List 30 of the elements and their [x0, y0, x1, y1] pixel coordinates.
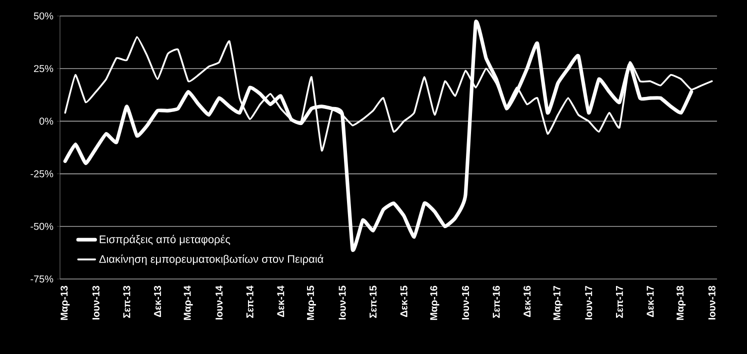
legend-label: Διακίνηση εμπορευματοκιβωτίων στον Πειραιά — [99, 254, 324, 266]
x-tick-label: Ιουν-14 — [216, 286, 223, 320]
legend-label: Εισπράξεις από μεταφορές — [100, 234, 230, 246]
x-tick-label: Δεκ-16 — [524, 286, 531, 317]
y-tick-label: 25% — [34, 65, 54, 72]
x-tick-label: Δεκ-14 — [277, 286, 284, 317]
x-tick-label: Δεκ-13 — [154, 286, 162, 317]
x-tick-label: Ιουν-16 — [462, 286, 470, 320]
x-tick-label: Σεπ-17 — [616, 286, 623, 318]
x-tick-label: Δεκ-15 — [400, 286, 408, 317]
x-tick-label: Μαρ-13 — [60, 286, 70, 320]
x-tick-label: Μαρ-15 — [307, 286, 316, 320]
x-tick-label: Μαρ-14 — [184, 286, 193, 320]
x-tick-label: Ιουν-15 — [338, 286, 346, 320]
x-tick-label: Σεπ-16 — [492, 286, 500, 318]
x-tick-label: Σεπ-13 — [123, 286, 130, 318]
x-tick-label: Μαρ-18 — [676, 286, 686, 320]
x-tick-label: Ιουν-18 — [708, 286, 716, 320]
x-tick-label: Δεκ-17 — [646, 286, 654, 317]
x-tick-label: Ιουν-13 — [92, 286, 100, 320]
x-tick-label: Μαρ-16 — [430, 286, 440, 320]
y-tick-label: -25% — [30, 170, 54, 178]
y-tick-label: -75% — [30, 275, 54, 282]
y-tick-label: -50% — [30, 222, 54, 230]
x-tick-label: Σεπ-14 — [246, 286, 254, 318]
y-tick-label: 50% — [34, 12, 54, 20]
y-tick-label: 0% — [39, 118, 54, 125]
x-tick-label: Μαρ-17 — [553, 286, 562, 320]
x-tick-label: Σεπ-15 — [370, 286, 377, 318]
x-tick-label: Ιουν-17 — [585, 286, 592, 320]
